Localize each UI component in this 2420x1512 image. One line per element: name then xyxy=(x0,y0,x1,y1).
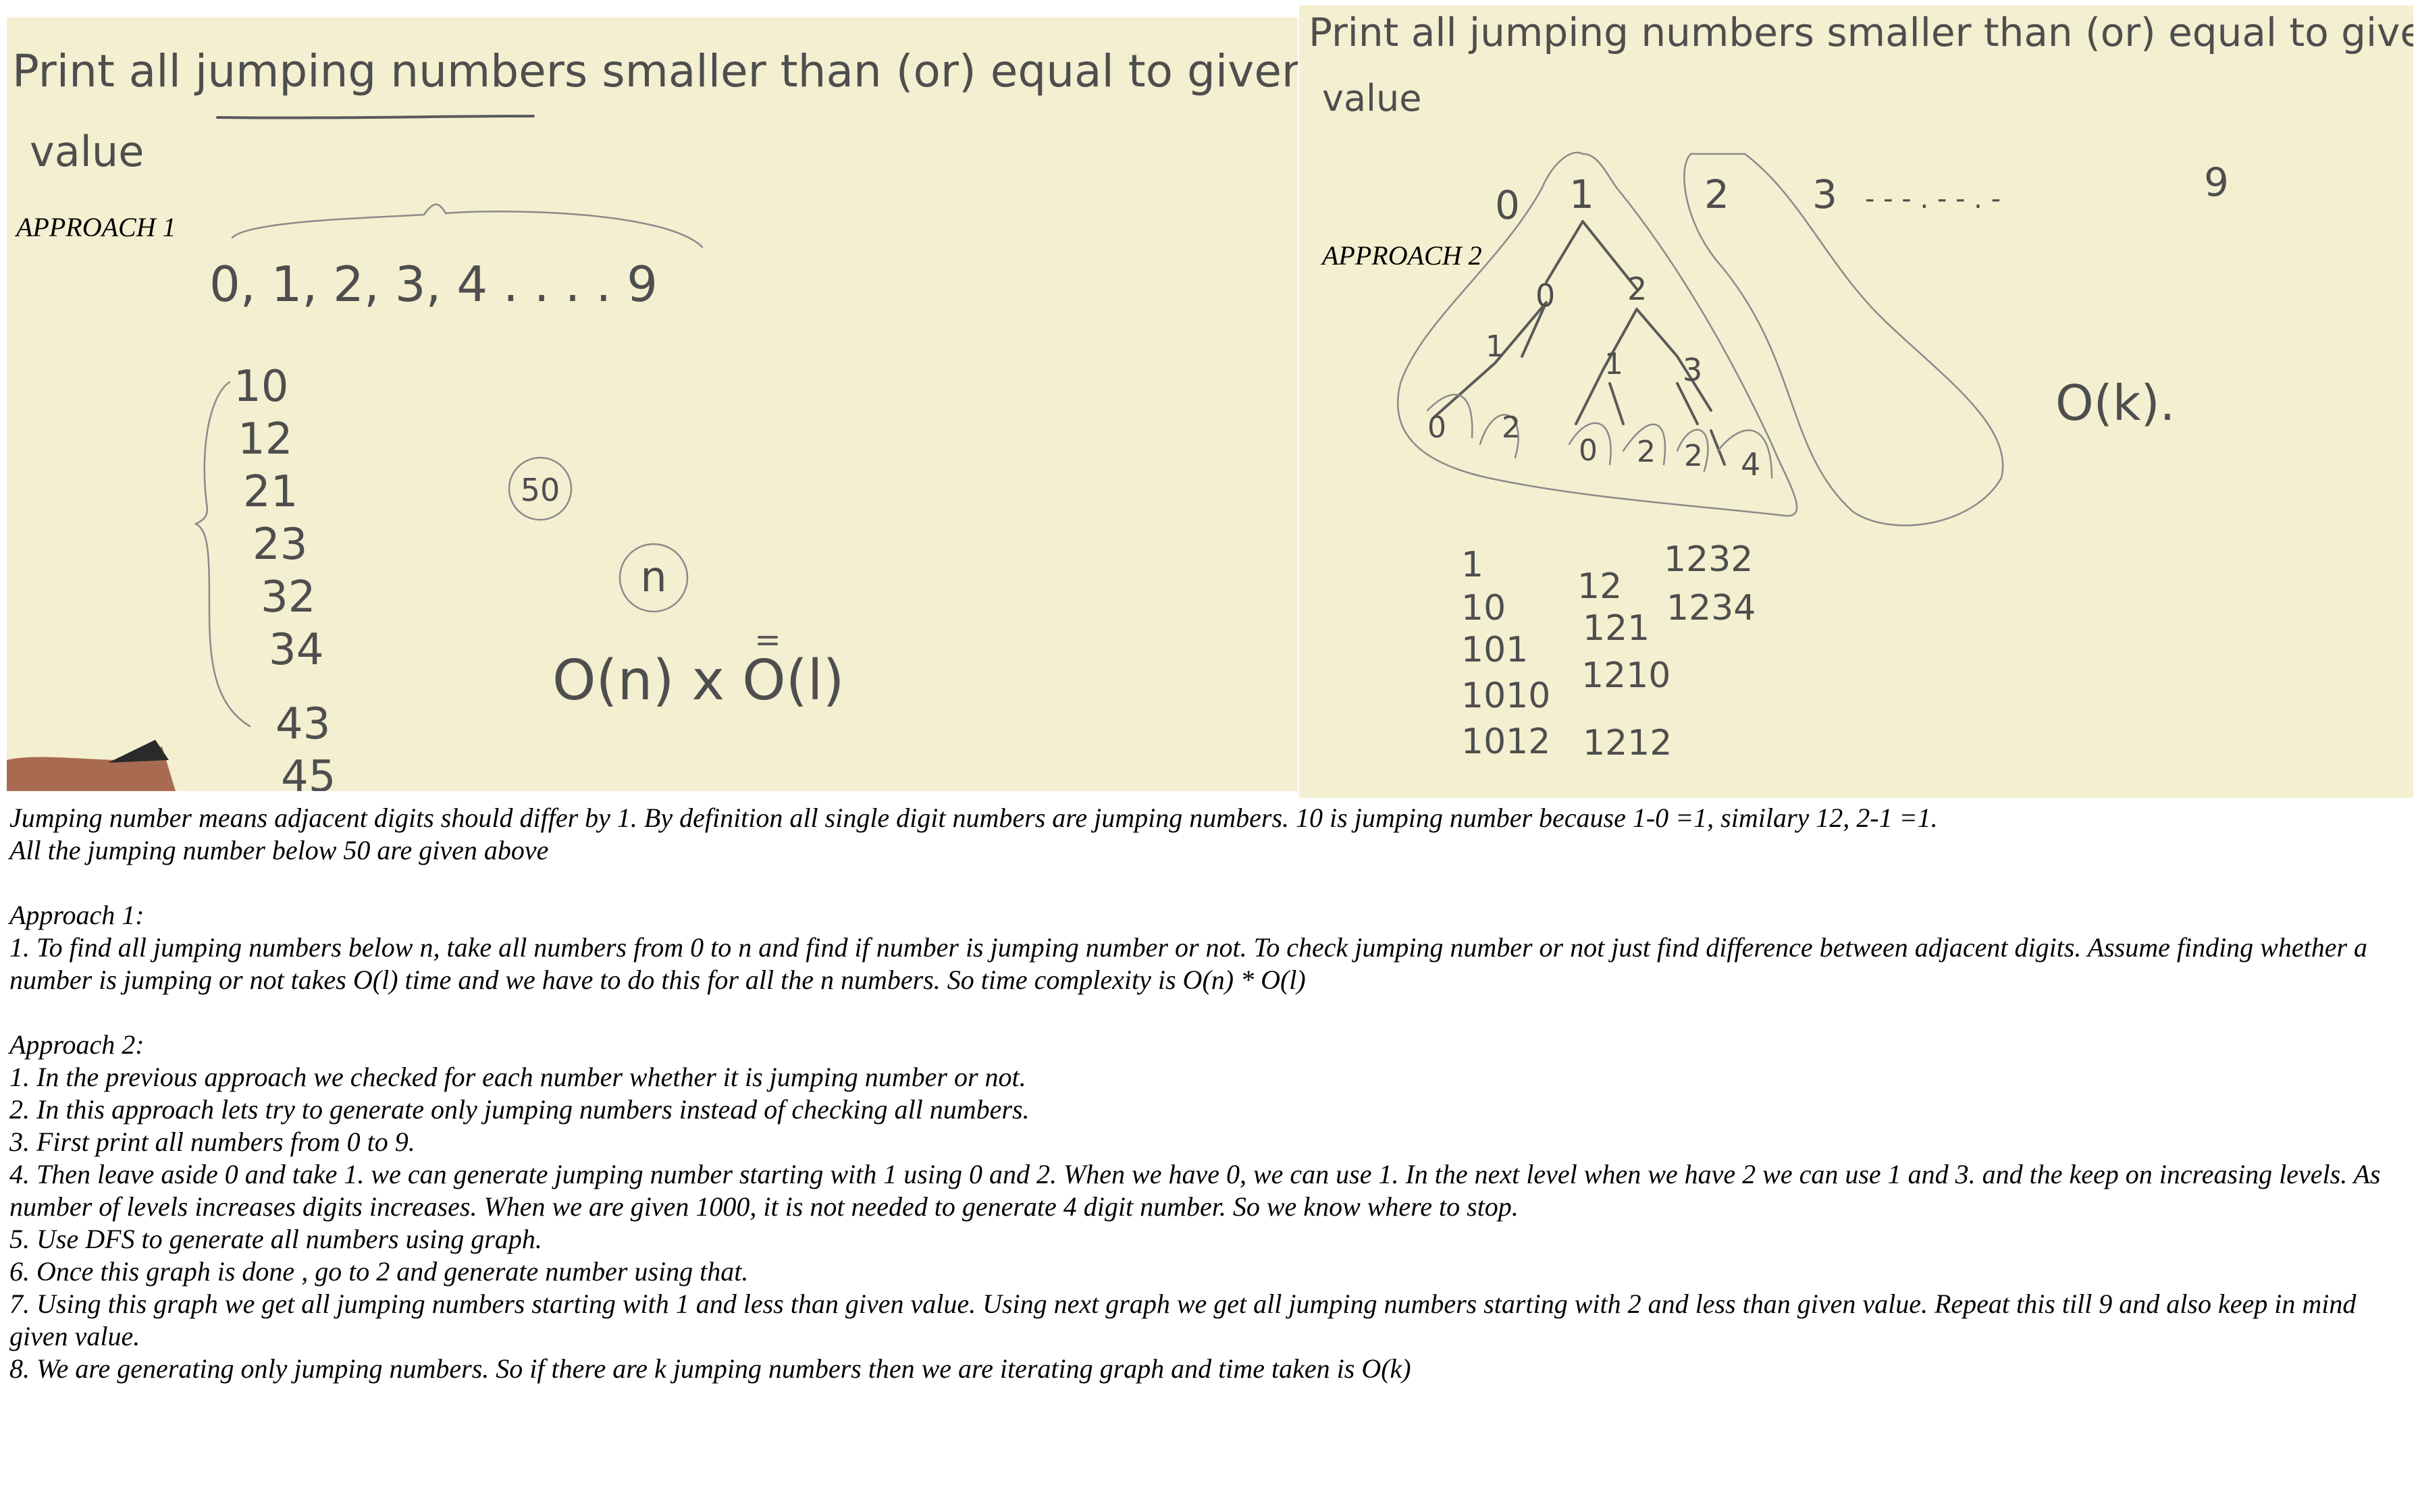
board2-tree-node: 2 xyxy=(1637,435,1656,469)
intro-paragraph: All the jumping number below 50 are give… xyxy=(9,835,549,865)
board2-col3-item: 1234 xyxy=(1666,588,1756,628)
board1-circle-n xyxy=(619,543,689,613)
board1-list-item: 12 xyxy=(238,414,292,464)
approach-2-step: 1. In the previous approach we checked f… xyxy=(9,1062,1026,1092)
board1-digits-row: 0, 1, 2, 3, 4 . . . . 9 xyxy=(209,256,658,313)
board2-dots: - - - . - - . - xyxy=(1865,184,2001,215)
board1-list-brace xyxy=(194,381,251,728)
board2-tree-edges xyxy=(1433,220,1726,466)
board2-col1-item: 1012 xyxy=(1461,722,1550,762)
board2-title-line1: Print all jumping numbers smaller than (… xyxy=(1309,9,2413,55)
board2-col2-item: 1212 xyxy=(1583,723,1672,763)
board1-complexity: O(n) x O(l) xyxy=(552,649,844,713)
approach-1-heading: Approach 1: xyxy=(9,900,144,930)
whiteboard-approach-1: Print all jumping numbers smaller than (… xyxy=(7,18,1298,791)
board2-tree-blob-2 xyxy=(1683,153,2004,526)
board2-col1-item: 1010 xyxy=(1461,676,1550,716)
board2-tree-node: 4 xyxy=(1741,446,1760,483)
board2-tree-node: 2 xyxy=(1627,271,1647,307)
board2-top-digit: 9 xyxy=(2204,159,2229,205)
board2-tree-blob-1 xyxy=(1396,151,1798,517)
board2-title-line2: value xyxy=(1322,77,1422,119)
explanation-text: Jumping number means adjacent digits sho… xyxy=(9,802,2400,1385)
board2-col2-item: 12 xyxy=(1577,566,1622,607)
approach-2-step: 7. Using this graph we get all jumping n… xyxy=(9,1289,2357,1351)
board2-complexity: O(k). xyxy=(2055,375,2175,431)
board2-approach-label: APPROACH 2 xyxy=(1320,240,1482,271)
approach-2-step: 2. In this approach lets try to generate… xyxy=(9,1094,1030,1125)
approach-1-step: 1. To find all jumping numbers below n, … xyxy=(9,932,2368,995)
board1-list-item: 23 xyxy=(253,520,307,570)
board1-list-item: 45 xyxy=(281,752,336,791)
approach-2-heading: Approach 2: xyxy=(9,1029,144,1060)
board2-col1-item: 1 xyxy=(1461,545,1483,585)
board1-list-item: 10 xyxy=(234,362,288,412)
board1-marker-shape xyxy=(108,740,169,763)
spacer xyxy=(9,867,2400,899)
board1-brace-over-digits xyxy=(231,203,704,248)
board2-top-digit: 3 xyxy=(1812,171,1837,217)
board1-list-item: 32 xyxy=(261,572,315,622)
approach-2-step: 4. Then leave aside 0 and take 1. we can… xyxy=(9,1159,2381,1222)
board1-title-line2: value xyxy=(30,127,144,176)
board2-top-digit: 2 xyxy=(1704,171,1729,217)
whiteboard-approach-2: Print all jumping numbers smaller than (… xyxy=(1299,5,2413,798)
board1-circle-50 xyxy=(508,456,573,521)
board2-top-digit: 1 xyxy=(1569,171,1594,217)
board2-tree-node: 3 xyxy=(1683,352,1702,388)
board2-col2-item: 121 xyxy=(1583,608,1650,649)
board2-tree-node: 0 xyxy=(1427,410,1446,445)
board2-tree-node: 0 xyxy=(1535,277,1555,314)
board2-top-digit: 0 xyxy=(1495,182,1520,228)
approach-2-step: 6. Once this graph is done , go to 2 and… xyxy=(9,1256,749,1287)
intro-paragraph: Jumping number means adjacent digits sho… xyxy=(9,803,1938,833)
board2-tree-node: 0 xyxy=(1579,433,1598,468)
board1-title-line1: Print all jumping numbers smaller than (… xyxy=(12,45,1298,97)
board2-col1-item: 101 xyxy=(1461,630,1528,670)
board2-drawing: Print all jumping numbers smaller than (… xyxy=(1309,9,2413,763)
board1-list-item: 34 xyxy=(269,625,323,675)
board1-title-underline xyxy=(216,115,535,119)
approach-2-step: 8. We are generating only jumping number… xyxy=(9,1353,1411,1384)
board2-tree-node: 1 xyxy=(1485,329,1504,364)
board1-list-item: 43 xyxy=(275,699,330,749)
board1-circled-n: n xyxy=(640,552,666,601)
board1-circled-value: 50 xyxy=(521,472,560,508)
approach-2-step: 3. First print all numbers from 0 to 9. xyxy=(9,1127,415,1157)
board2-col1-item: 10 xyxy=(1461,588,1506,628)
spacer xyxy=(9,996,2400,1029)
board1-complexity-bar xyxy=(758,636,778,645)
approach-2-step: 5. Use DFS to generate all numbers using… xyxy=(9,1224,542,1254)
board1-approach-label: APPROACH 1 xyxy=(14,212,176,242)
board2-tree-node: 2 xyxy=(1502,410,1521,445)
board1-drawing: Print all jumping numbers smaller than (… xyxy=(7,45,1298,791)
board2-col2-item: 1210 xyxy=(1581,655,1671,696)
board2-tree-arcs xyxy=(1426,394,1773,479)
board2-tree-node: 1 xyxy=(1604,347,1623,381)
board2-col3-item: 1232 xyxy=(1664,539,1753,580)
board1-list-item: 21 xyxy=(243,467,298,517)
board2-tree-node: 2 xyxy=(1684,439,1703,473)
